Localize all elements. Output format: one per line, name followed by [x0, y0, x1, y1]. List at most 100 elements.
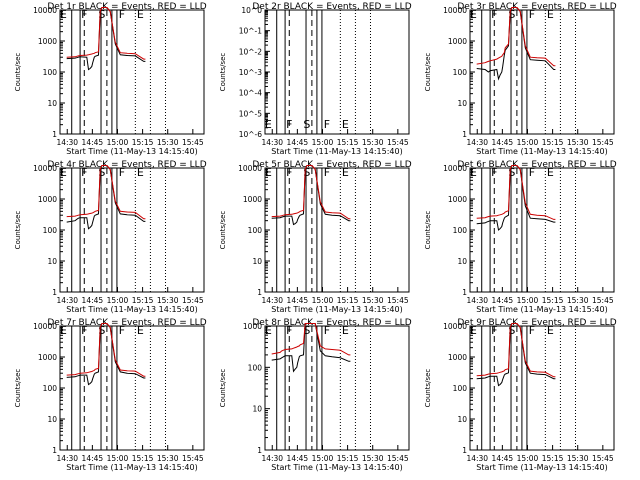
x-tick-label: 15:15: [337, 138, 359, 147]
x-axis-label: Start Time (11-May-13 14:15:40): [476, 305, 607, 314]
x-tick-label: 15:45: [387, 454, 409, 463]
y-axis-label: Counts/sec: [424, 53, 432, 92]
flag-letter: F: [491, 324, 497, 337]
flag-letter: F: [119, 324, 125, 337]
x-tick-label: 15:15: [542, 454, 564, 463]
x-tick-label: 15:15: [132, 296, 154, 305]
x-tick-label: 14:30: [261, 138, 283, 147]
x-tick-label: 15:00: [107, 296, 129, 305]
flag-letter: E: [547, 8, 554, 21]
chart-panel-1: Det 1r BLACK = Events, RED = LLD 1 10 100 10…: [14, 2, 207, 156]
flag-letter: E: [265, 166, 272, 179]
y-tick-label: 1000: [243, 195, 262, 204]
flag-letter: S: [508, 166, 515, 179]
flag-letter: E: [60, 8, 67, 21]
y-tick-label: 10000: [33, 322, 57, 331]
flag-letter: E: [265, 118, 272, 131]
chart-panel-3: Det 3r BLACK = Events, RED = LLD 1 10 100 10…: [424, 2, 617, 156]
flag-letter: F: [286, 166, 292, 179]
y-tick-label: 10000: [443, 6, 467, 15]
flag-letter: F: [529, 166, 535, 179]
x-axis-label: Start Time (11-May-13 14:15:40): [271, 147, 402, 156]
chart-panel-7: Det 7r BLACK = Events, RED = LLD 1 10 100 10…: [14, 318, 207, 472]
flag-letter: E: [137, 324, 144, 337]
chart-title: Det 8r BLACK = Events, RED = LLD: [252, 318, 411, 328]
flag-letter: E: [137, 8, 144, 21]
x-tick-label: 15:45: [387, 296, 409, 305]
flag-letter: S: [98, 324, 105, 337]
flag-letter: E: [60, 324, 67, 337]
x-tick-label: 14:45: [287, 296, 309, 305]
flag-letter: S: [508, 8, 515, 21]
chart-panel-8: Det 8r BLACK = Events, RED = LLD 1 10 100 10…: [219, 318, 412, 472]
plot-frame: [264, 325, 410, 451]
y-tick-label: 10^-2: [239, 47, 263, 56]
y-tick-label: 10000: [443, 164, 467, 173]
x-axis-label: Start Time (11-May-13 14:15:40): [271, 463, 402, 472]
flag-letter: F: [286, 118, 292, 131]
x-axis-label: Start Time (11-May-13 14:15:40): [271, 305, 402, 314]
chart-title: Det 3r BLACK = Events, RED = LLD: [457, 2, 616, 12]
x-tick-label: 15:45: [182, 138, 204, 147]
plot-frame: [59, 167, 205, 293]
x-tick-label: 15:00: [517, 296, 539, 305]
y-tick-label: 1000: [38, 195, 57, 204]
y-tick-label: 10^-1: [239, 27, 263, 36]
x-tick-label: 15:30: [362, 138, 384, 147]
flag-letter: S: [303, 324, 310, 337]
x-tick-label: 14:45: [287, 138, 309, 147]
flag-letter: S: [98, 8, 105, 21]
plot-frame: [264, 167, 410, 293]
x-tick-label: 15:45: [592, 138, 614, 147]
x-tick-label: 15:15: [132, 138, 154, 147]
chart-title: Det 2r BLACK = Events, RED = LLD: [252, 2, 411, 12]
x-tick-label: 15:15: [542, 138, 564, 147]
flag-letter: F: [491, 166, 497, 179]
x-tick-label: 15:30: [567, 138, 589, 147]
x-tick-label: 14:45: [492, 138, 514, 147]
plot-frame: [264, 9, 410, 135]
flag-letter: E: [470, 166, 477, 179]
y-tick-label: 10^-3: [239, 68, 263, 77]
y-tick-label: 1: [462, 130, 467, 139]
series-line-lld: [476, 7, 556, 67]
y-axis-label: Counts/sec: [424, 369, 432, 408]
x-tick-label: 15:15: [337, 296, 359, 305]
x-tick-label: 15:30: [157, 454, 179, 463]
x-tick-label: 14:30: [56, 138, 78, 147]
x-tick-label: 14:45: [82, 138, 104, 147]
y-tick-label: 10000: [33, 6, 57, 15]
x-tick-label: 15:15: [337, 454, 359, 463]
y-tick-label: 10: [457, 99, 467, 108]
y-axis-label: Counts/sec: [14, 211, 22, 250]
chart-panel-6: Det 6r BLACK = Events, RED = LLD 1 10 100 10…: [424, 160, 617, 314]
y-tick-label: 100: [453, 226, 468, 235]
y-tick-label: 1: [52, 446, 57, 455]
flag-letter: E: [137, 166, 144, 179]
x-tick-label: 15:30: [362, 454, 384, 463]
flag-letter: E: [342, 118, 349, 131]
x-tick-label: 15:00: [312, 296, 334, 305]
y-tick-label: 1000: [448, 353, 467, 362]
x-tick-label: 14:30: [466, 296, 488, 305]
x-tick-label: 15:45: [182, 296, 204, 305]
y-tick-label: 1: [52, 288, 57, 297]
flag-letter: F: [286, 324, 292, 337]
y-tick-label: 1: [52, 130, 57, 139]
y-tick-label: 1: [462, 446, 467, 455]
x-tick-label: 15:30: [362, 296, 384, 305]
flag-letter: F: [81, 8, 87, 21]
flag-letter: E: [470, 8, 477, 21]
x-tick-label: 15:15: [132, 454, 154, 463]
chart-panel-4: Det 4r BLACK = Events, RED = LLD 1 10 100 10…: [14, 160, 207, 314]
flag-letter: E: [547, 324, 554, 337]
series-line-lld: [66, 7, 146, 60]
flag-letter: E: [342, 324, 349, 337]
series-line-lld: [271, 165, 351, 220]
flag-letter: F: [119, 166, 125, 179]
x-tick-label: 15:00: [107, 454, 129, 463]
chart-panel-2: Det 2r BLACK = Events, RED = LLD 10^-6 10^…: [219, 2, 412, 156]
series-line-events: [66, 165, 146, 230]
y-tick-label: 100: [248, 363, 263, 372]
x-tick-label: 14:30: [261, 454, 283, 463]
